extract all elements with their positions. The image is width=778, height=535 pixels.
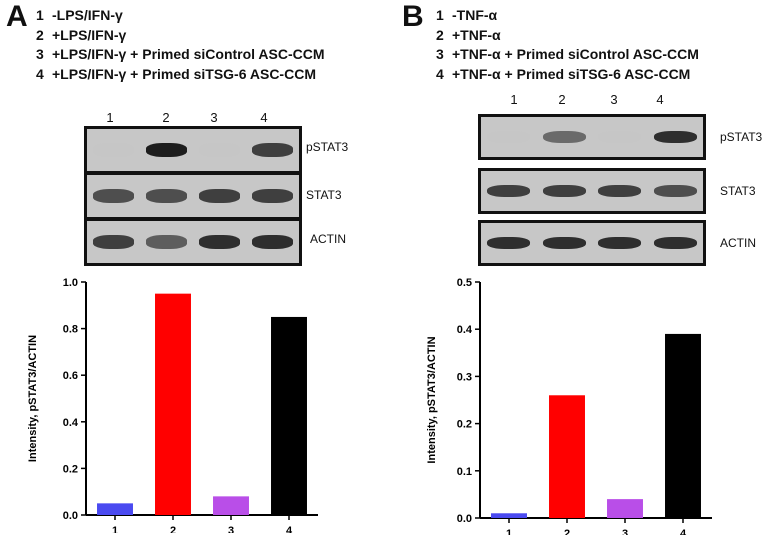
- lane-label: 3: [610, 92, 618, 107]
- x-tick-label: 1: [506, 528, 512, 535]
- bar: [213, 496, 249, 515]
- blot-band: [198, 143, 241, 157]
- x-tick-label: 1: [112, 525, 118, 533]
- y-tick-label: 0.5: [457, 278, 472, 289]
- y-tick-label: 1.0: [63, 278, 78, 289]
- x-tick-label: 4: [680, 528, 687, 535]
- lane-label: 4: [260, 110, 268, 125]
- blot-band: [542, 236, 586, 250]
- lane-labels: 1 2 3 4: [84, 110, 304, 126]
- legend: 1 -TNF-α 2 +TNF-α 3 +TNF-α + Primed siContr…: [436, 6, 699, 84]
- bar: [491, 513, 527, 518]
- panel-a: A 1 -LPS/IFN-γ 2 +LPS/IFN-γ 3 +LPS/IFN-γ + …: [6, 0, 374, 534]
- blot-strip-actin: [84, 218, 302, 266]
- blot-strip-pstat3: [478, 114, 706, 160]
- blot-band: [487, 184, 531, 198]
- y-tick-label: 0.1: [457, 466, 472, 478]
- blot-label: STAT3: [720, 184, 756, 198]
- lane-label: 2: [162, 110, 170, 125]
- blot-band: [251, 189, 294, 203]
- legend-item: 1 -LPS/IFN-γ: [36, 7, 123, 23]
- blot-band: [92, 189, 135, 203]
- blot-label: ACTIN: [720, 236, 756, 250]
- blot-strip-stat3: [84, 172, 302, 220]
- blot-band: [145, 235, 188, 249]
- legend-item: 1 -TNF-α: [436, 7, 498, 23]
- bar: [271, 316, 307, 515]
- x-tick-label: 3: [622, 528, 628, 535]
- y-tick-label: 0.4: [457, 324, 473, 336]
- y-tick-label: 0.3: [457, 371, 472, 383]
- blot-band: [145, 143, 188, 157]
- x-tick-label: 4: [286, 525, 293, 533]
- blot-band: [251, 235, 294, 249]
- legend-item: 2 +TNF-α: [436, 26, 501, 43]
- blot-band: [598, 130, 642, 144]
- bar: [607, 499, 643, 518]
- x-tick-label: 2: [170, 525, 176, 533]
- bar: [549, 395, 585, 518]
- blot-band: [653, 130, 697, 144]
- lane-label: 1: [106, 110, 114, 125]
- blot-band: [653, 184, 697, 198]
- bar: [97, 503, 133, 515]
- blot-label: pSTAT3: [306, 140, 349, 154]
- panel-letter: A: [6, 0, 28, 33]
- western-blot: 1 2 3 4 pSTAT3 STAT3 ACTIN: [478, 90, 776, 270]
- blot-band: [145, 189, 188, 203]
- legend-item: 4 +LPS/IFN-γ + Primed siTSG-6 ASC-CCM: [36, 65, 316, 82]
- blot-band: [653, 236, 697, 250]
- legend: 1 -LPS/IFN-γ 2 +LPS/IFN-γ 3 +LPS/IFN-γ + Pr…: [36, 6, 325, 84]
- bar-chart-b: 0.0 0.1 0.2 0.3 0.4 0.5 1 2 3 4 Intensity, pSTAT3/…: [426, 278, 712, 535]
- blot-band: [92, 235, 135, 249]
- blot-strip-stat3: [478, 168, 706, 214]
- blot-band: [487, 236, 531, 250]
- y-tick-label: 0.4: [63, 417, 79, 429]
- blot-label: pSTAT3: [720, 130, 763, 144]
- blot-band: [487, 130, 531, 144]
- bar: [155, 293, 191, 515]
- legend-item: 3 +LPS/IFN-γ + Primed siControl ASC-CCM: [36, 46, 325, 62]
- blot-band: [198, 235, 241, 249]
- x-tick-label: 2: [564, 528, 570, 535]
- lane-label: 4: [656, 92, 664, 107]
- legend-item: 4 +TNF-α + Primed siTSG-6 ASC-CCM: [436, 65, 691, 82]
- y-tick-label: 0.0: [63, 510, 78, 522]
- panel-letter: B: [402, 0, 424, 33]
- blot-label: STAT3: [306, 188, 342, 202]
- bar-chart-a: 0.0 0.2 0.4 0.6 0.8 1.0 1 2 3 4 Intensity, pSTAT3/…: [27, 278, 318, 533]
- y-axis-label: Intensity, pSTAT3/ACTIN: [426, 336, 438, 463]
- legend-item: 3 +TNF-α + Primed siControl ASC-CCM: [436, 46, 699, 62]
- blot-strip-pstat3: [84, 126, 302, 174]
- x-tick-label: 3: [228, 525, 234, 533]
- blot-band: [598, 236, 642, 250]
- lane-label: 2: [558, 92, 566, 107]
- y-tick-label: 0.0: [457, 513, 472, 525]
- blot-band: [92, 143, 135, 157]
- blot-band: [542, 184, 586, 198]
- blot-band: [542, 130, 586, 144]
- bar: [665, 333, 701, 518]
- lane-label: 1: [510, 92, 518, 107]
- western-blot: 1 2 3 4 pSTAT3 STAT3 ACTIN: [84, 108, 374, 278]
- panel-b: B 1 -TNF-α 2 +TNF-α 3 +TNF-α + Primed siCon…: [390, 0, 778, 535]
- y-tick-label: 0.2: [63, 463, 78, 475]
- y-tick-label: 0.6: [63, 370, 78, 382]
- blot-band: [598, 184, 642, 198]
- legend-item: 2 +LPS/IFN-γ: [36, 26, 127, 43]
- y-axis-label: Intensity, pSTAT3/ACTIN: [27, 335, 39, 462]
- y-tick-label: 0.2: [457, 419, 472, 431]
- blot-band: [198, 189, 241, 203]
- y-tick-label: 0.8: [63, 324, 78, 336]
- blot-label: ACTIN: [310, 232, 346, 246]
- blot-strip-actin: [478, 220, 706, 266]
- blot-band: [251, 143, 294, 157]
- lane-label: 3: [210, 110, 218, 125]
- lane-labels: 1 2 3 4: [478, 92, 708, 108]
